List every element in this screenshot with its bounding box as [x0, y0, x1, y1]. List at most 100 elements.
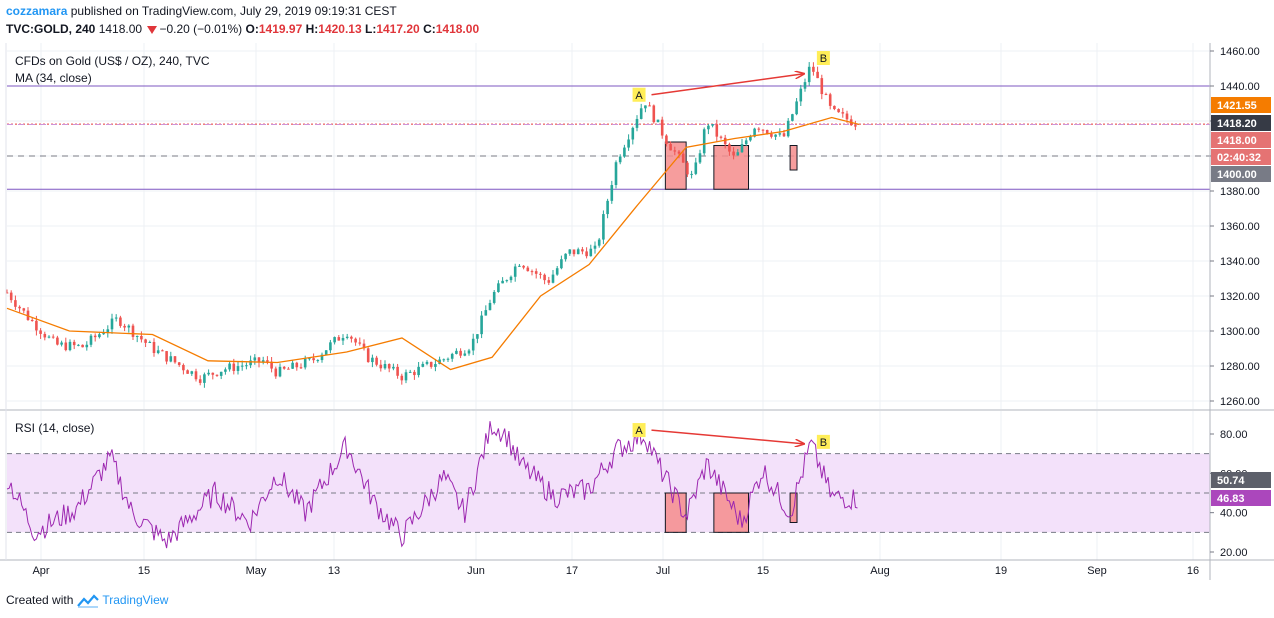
candle-body	[89, 335, 93, 345]
candle-body	[383, 364, 387, 369]
candle-body	[463, 353, 467, 356]
candle-body	[392, 366, 395, 369]
candle-body	[719, 136, 723, 138]
author-name[interactable]: cozzamara	[6, 4, 68, 18]
candle-body	[81, 344, 84, 348]
candle-body	[648, 105, 651, 107]
candle-body	[282, 366, 286, 369]
axis-badges: 1421.55 1418.20 1418.00 02:40:32 1400.00 50.7…	[1211, 97, 1271, 506]
candle-body	[425, 361, 429, 364]
annotations[interactable]: A B A B	[632, 51, 830, 449]
candle-body	[492, 291, 496, 303]
price-tick-label: 1320.00	[1220, 291, 1260, 303]
candle-body	[51, 336, 55, 338]
time-tick-label: 15	[757, 565, 769, 577]
candle-body	[707, 125, 710, 130]
rsi-highlight-box[interactable]	[713, 492, 750, 533]
candle-body	[589, 248, 593, 257]
candle-body	[131, 325, 135, 337]
candle-body	[597, 239, 601, 246]
candle-body	[845, 113, 849, 120]
price-badge-text: 1418.20	[1217, 118, 1257, 130]
candle-body	[358, 342, 362, 344]
rsi-marker-label: B	[820, 437, 827, 449]
candle-body	[173, 356, 177, 363]
candle-body	[123, 325, 126, 328]
tradingview-brand[interactable]: TradingView	[102, 593, 169, 607]
candle-body	[186, 370, 189, 374]
candle-body	[207, 372, 210, 375]
candle-body	[635, 118, 639, 128]
price-highlight-box[interactable]	[713, 145, 750, 190]
rsi-badge-text: 50.74	[1217, 475, 1245, 487]
candle-body	[400, 375, 404, 381]
time-tick-label: 19	[995, 565, 1007, 577]
footer: Created with TradingView	[6, 593, 168, 608]
candle-body	[337, 337, 341, 341]
pane-frame	[0, 43, 1274, 580]
price-marker-b[interactable]	[816, 51, 830, 65]
candle-body	[68, 341, 72, 351]
candle-body	[484, 310, 488, 316]
candle-body	[77, 344, 80, 346]
candle-body	[102, 333, 105, 335]
rsi-highlight-box[interactable]	[664, 492, 687, 533]
candle-body	[379, 364, 383, 369]
candle-body	[690, 173, 693, 175]
candle-body	[165, 351, 168, 362]
price-tick-label: 1260.00	[1220, 396, 1260, 408]
price-divergence-arrow[interactable]	[651, 74, 803, 96]
candle-body	[228, 363, 231, 370]
candle-body	[740, 144, 744, 153]
price-tick-label: 1440.00	[1220, 81, 1260, 93]
price-highlight-box[interactable]	[664, 141, 687, 190]
candle-body	[770, 133, 773, 137]
candle-body	[807, 66, 811, 83]
rsi-marker-a[interactable]	[632, 423, 646, 438]
rsi-divergence-arrow[interactable]	[651, 429, 803, 444]
candle-body	[64, 342, 68, 351]
candle-body	[303, 358, 307, 368]
publish-info: cozzamara published on TradingView.com, …	[6, 4, 397, 18]
created-with-label: Created with	[6, 593, 74, 607]
candle-body	[274, 368, 278, 377]
rsi-marker-b[interactable]	[816, 434, 830, 449]
candle-body	[245, 365, 248, 367]
candle-body	[203, 374, 206, 383]
time-tick-label: 13	[328, 565, 340, 577]
candle-body	[765, 129, 769, 134]
candle-body	[329, 342, 332, 351]
candle-body	[404, 372, 408, 381]
price-badge-text: 1418.00	[1217, 135, 1257, 147]
candle-body	[5, 292, 9, 294]
price-badge	[1211, 149, 1271, 165]
candle-body	[572, 249, 576, 255]
candle-body	[778, 133, 782, 135]
candle-body	[639, 108, 643, 119]
rsi-indicator-label: RSI (14, close)	[15, 421, 94, 435]
price-marker-a[interactable]	[632, 87, 646, 102]
candle-body	[127, 325, 131, 328]
candle-body	[509, 276, 513, 281]
candle-body	[774, 134, 777, 137]
candle-body	[585, 251, 588, 257]
chart-area[interactable]: 1460.001440.001420.001400.001380.001360.…	[0, 40, 1274, 582]
candle-body	[644, 105, 647, 109]
candle-body	[560, 259, 563, 269]
horizontal-lines[interactable]	[7, 85, 1210, 190]
candle-body	[791, 114, 794, 121]
candle-body	[312, 358, 315, 361]
candle-body	[85, 344, 89, 348]
price-highlight-box[interactable]	[789, 145, 798, 171]
candle-body	[240, 365, 244, 367]
candle-body	[295, 362, 299, 368]
rsi-line	[6, 421, 858, 549]
candle-body	[833, 105, 836, 110]
price-badge-text: 1400.00	[1217, 169, 1257, 181]
candle-body	[47, 336, 51, 338]
candle-body	[211, 372, 215, 375]
price-tick-label: 1460.00	[1220, 46, 1260, 58]
price-badge-text: 1421.55	[1217, 100, 1257, 112]
price-badge	[1211, 132, 1271, 148]
price-marker-label: A	[635, 90, 643, 102]
